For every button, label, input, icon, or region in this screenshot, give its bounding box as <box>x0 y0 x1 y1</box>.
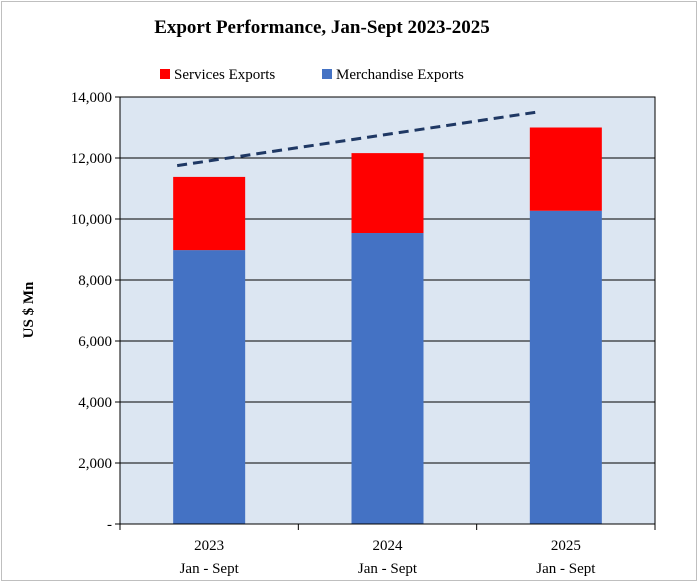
legend-swatch <box>160 69 170 79</box>
y-tick-label: 14,000 <box>71 90 112 106</box>
x-tick-year: 2024 <box>373 538 404 554</box>
y-axis-ticks: - 2,000 4,000 6,000 8,000 10,000 12,000 14,000 <box>71 90 120 533</box>
trend-line-dashed <box>176 110 537 168</box>
chart-title: Export Performance, Jan-Sept 2023-2025 <box>154 17 490 38</box>
x-tick-period: Jan - Sept <box>358 561 418 577</box>
legend: Services Exports Merchandise Exports <box>160 67 464 83</box>
y-tick-label: - <box>107 517 112 533</box>
bar-services-exports-2024 <box>351 153 424 234</box>
bar-services-exports-2023 <box>173 176 246 251</box>
y-tick-label: 2,000 <box>78 456 112 472</box>
x-tick-year: 2023 <box>194 538 224 554</box>
x-tick-period: Jan - Sept <box>180 561 240 577</box>
bar-merchandise-exports-2024 <box>351 233 424 524</box>
y-tick-label: 8,000 <box>78 273 112 289</box>
y-tick-label: 10,000 <box>71 212 112 228</box>
plot-border <box>119 96 656 525</box>
y-tick-label: 6,000 <box>78 334 112 350</box>
legend-label: Merchandise Exports <box>336 67 464 83</box>
bars <box>173 127 602 525</box>
legend-label: Services Exports <box>174 67 275 83</box>
x-tick-period: Jan - Sept <box>536 561 596 577</box>
bar-services-exports-2025 <box>529 127 602 211</box>
bar-merchandise-exports-2025 <box>529 210 602 524</box>
x-tick-year: 2025 <box>551 538 581 554</box>
legend-swatch <box>322 69 332 79</box>
bar-merchandise-exports-2023 <box>173 250 246 525</box>
y-tick-label: 12,000 <box>71 151 112 167</box>
x-axis-ticks: 2023 Jan - Sept 2024 Jan - Sept 2025 Jan - Se… <box>119 524 656 577</box>
y-tick-label: 4,000 <box>78 395 112 411</box>
trend-line <box>176 110 537 168</box>
axes <box>119 96 656 525</box>
y-axis-label: US $ Mn <box>21 281 37 338</box>
